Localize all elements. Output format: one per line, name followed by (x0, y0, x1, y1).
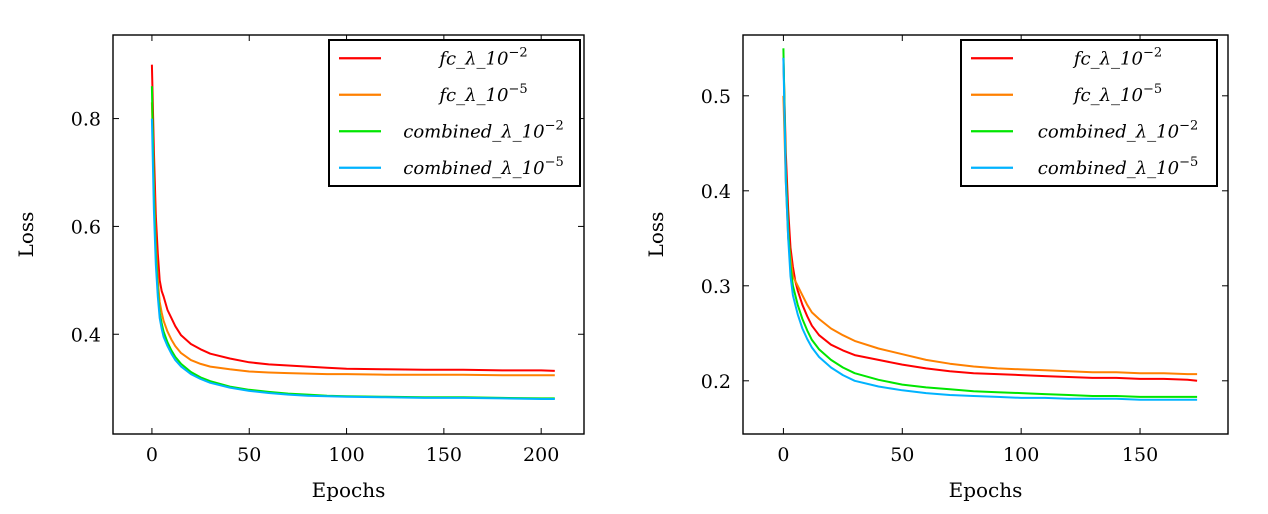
x-tick-label: 0 (146, 444, 158, 466)
series-line-3 (782, 48, 1198, 398)
legend: fc_λ_10−2 fc_λ_10−5 combined_λ_10−2combine… (960, 39, 1218, 187)
series-line-2 (782, 95, 1198, 376)
x-tick-label: 100 (1003, 444, 1039, 466)
legend-label-1: fc_λ_10−2 (437, 45, 527, 69)
legend-label-3: combined_λ_10−2 (403, 118, 564, 142)
x-tick-label: 150 (426, 444, 462, 466)
chart-panel-1: 0 50 100 150 200 0.4 0.6 0.8 Epochs Loss fc_λ_10−2… (14, 34, 585, 502)
plot-frame (742, 34, 1229, 435)
legend-box (960, 39, 1218, 187)
series-line-1 (782, 57, 1198, 382)
legend-label-2: fc_λ_10−5 (437, 82, 527, 106)
y-tick-label: 0.4 (701, 181, 731, 203)
y-tick-label: 0.8 (71, 109, 101, 131)
series-line-2 (150, 102, 555, 377)
x-tick-label: 0 (777, 444, 789, 466)
legend-label-1: fc_λ_10−2 (1072, 45, 1162, 69)
series-line-4 (150, 118, 555, 400)
x-axis-label: Epochs (949, 478, 1023, 502)
x-tick-label: 50 (890, 444, 914, 466)
x-tick-label: 150 (1122, 444, 1158, 466)
legend-label-2: fc_λ_10−5 (1072, 82, 1162, 106)
y-tick-label: 0.3 (701, 276, 731, 298)
y-tick-label: 0.2 (701, 371, 731, 393)
y-tick-label: 0.6 (71, 216, 101, 238)
series-line-4 (782, 57, 1198, 401)
x-tick-label: 50 (237, 444, 261, 466)
plot-frame (112, 34, 585, 435)
x-tick-label: 200 (523, 444, 559, 466)
legend: fc_λ_10−2 fc_λ_10−5 combined_λ_10−2combine… (328, 39, 581, 187)
y-tick-label: 0.4 (71, 324, 101, 346)
legend-label-4: combined_λ_10−5 (1038, 155, 1199, 179)
series-line-1 (150, 64, 555, 372)
x-axis-label: Epochs (312, 478, 386, 502)
legend-label-4: combined_λ_10−5 (403, 155, 564, 179)
y-axis-label: Loss (14, 212, 38, 258)
y-tick-label: 0.5 (701, 86, 731, 108)
legend-box (328, 39, 581, 187)
y-axis-label: Loss (644, 212, 668, 258)
x-tick-label: 100 (328, 444, 364, 466)
chart-panel-2: 0 50 100 150 0.2 0.3 0.4 0.5 Epochs Loss fc_λ_10−2… (644, 34, 1229, 502)
legend-label-3: combined_λ_10−2 (1038, 118, 1199, 142)
